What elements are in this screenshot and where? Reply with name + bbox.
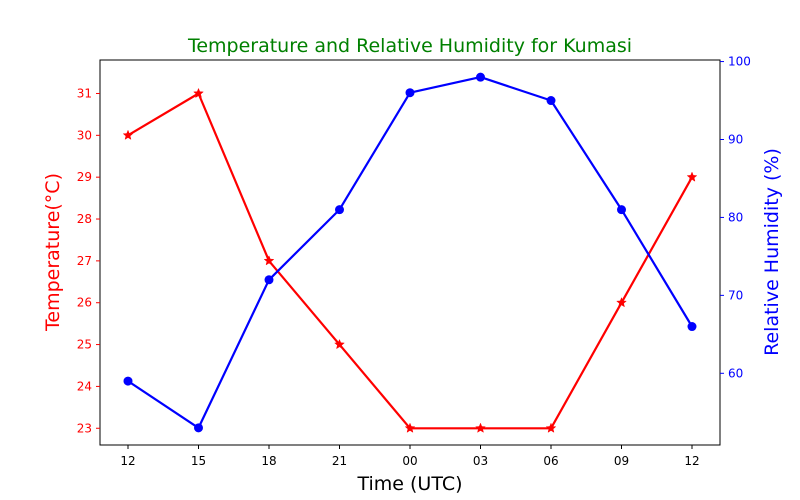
left-tick-label: 27 [77, 254, 92, 268]
left-tick-label: 23 [77, 421, 92, 435]
x-tick-label: 09 [614, 454, 629, 468]
x-tick-label: 21 [332, 454, 347, 468]
relative-humidity-point [476, 72, 485, 82]
relative-humidity-point [335, 205, 344, 215]
temperature-point [545, 422, 557, 433]
x-tick-label: 00 [402, 454, 417, 468]
left-tick-label: 26 [77, 296, 92, 310]
x-tick-label: 15 [191, 454, 206, 468]
x-tick-label: 03 [473, 454, 488, 468]
x-tick-label: 06 [543, 454, 558, 468]
left-tick-label: 24 [77, 379, 92, 393]
relative-humidity-point [687, 322, 697, 332]
left-tick-label: 29 [77, 170, 92, 184]
temperature-point [334, 338, 345, 350]
left-tick-label: 31 [77, 86, 92, 100]
x-axis-label: Time (UTC) [356, 473, 462, 495]
left-tick-label: 28 [77, 212, 92, 226]
right-tick-label: 90 [728, 132, 743, 146]
left-tick-label: 30 [77, 128, 92, 142]
right-tick-label: 100 [728, 55, 751, 69]
chart-title: Temperature and Relative Humidity for Ku… [187, 35, 632, 57]
right-y-axis-ticks: 60 70 80 90 100 [720, 55, 751, 380]
x-tick-label: 12 [120, 454, 135, 468]
temperature-point [193, 87, 204, 99]
temperature-point [616, 297, 627, 308]
relative-humidity-point [546, 96, 556, 106]
left-y-axis-ticks: 23 24 25 26 27 28 29 30 31 [77, 86, 100, 435]
left-tick-label: 25 [77, 338, 92, 352]
temperature-point [475, 422, 486, 433]
x-axis-ticks: 12 15 18 21 00 03 06 09 12 [120, 445, 700, 468]
relative-humidity-point [123, 376, 133, 386]
right-tick-label: 80 [728, 210, 743, 224]
x-tick-label: 12 [684, 454, 699, 468]
temperature-point [686, 171, 698, 182]
temperature-line [127, 92, 693, 430]
relative-humidity-point [264, 275, 274, 285]
temperature-point [122, 129, 134, 140]
left-y-axis-label: Temperature(°C) [42, 173, 64, 332]
series-layer [122, 72, 698, 433]
plot-frame [99, 59, 721, 446]
temperature-point [263, 255, 275, 266]
right-tick-label: 60 [728, 366, 743, 380]
relative-humidity-point [405, 88, 415, 98]
temperature-point [404, 422, 416, 433]
x-tick-label: 18 [261, 454, 276, 468]
right-y-axis-label: Relative Humidity (%) [761, 148, 783, 356]
right-tick-label: 70 [728, 288, 743, 302]
relative-humidity-point [617, 205, 626, 215]
relative-humidity-point [194, 423, 203, 433]
